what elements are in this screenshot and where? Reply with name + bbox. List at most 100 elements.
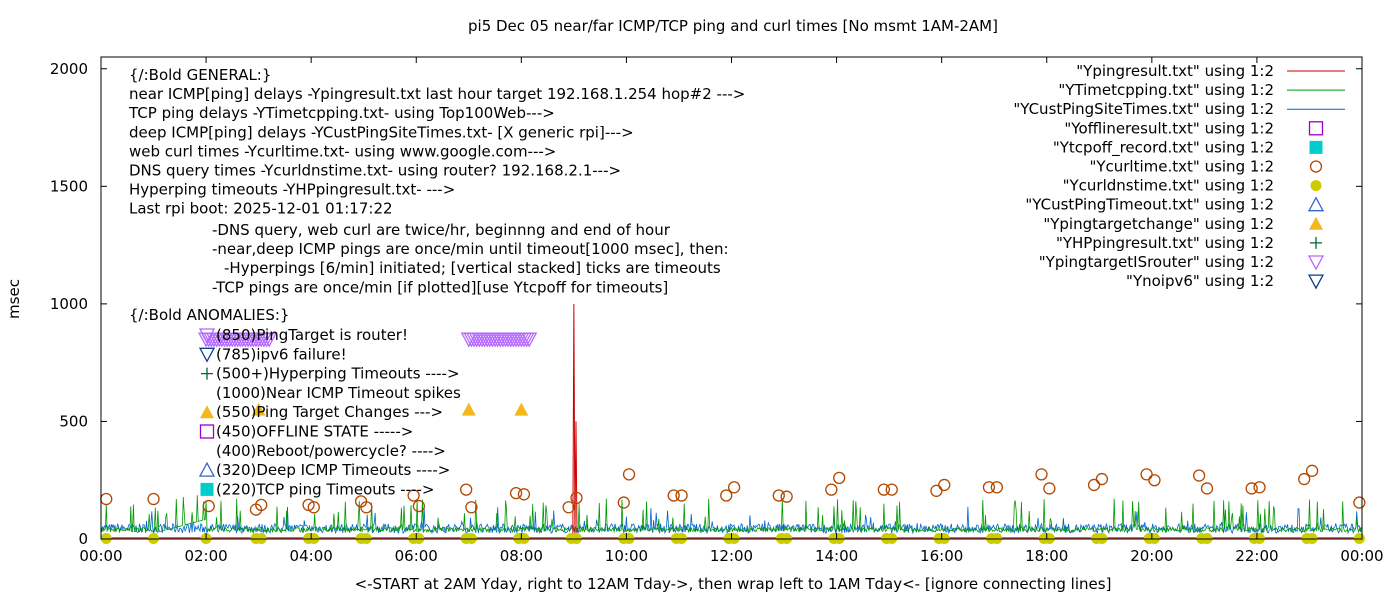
data-point-open-circle-33 <box>1035 468 1048 481</box>
x-tick-label: 02:00 <box>184 547 227 565</box>
anomaly-symbol <box>200 405 214 419</box>
data-point-open-circle-43 <box>1298 472 1311 486</box>
data-point-open-circle-9 <box>407 489 420 502</box>
data-point-open-circle-4 <box>255 498 268 512</box>
data-point-open-circle-28 <box>885 483 898 496</box>
data-point-open-circle-19 <box>667 489 680 502</box>
data-point-open-circle-24 <box>780 490 793 503</box>
detail-note: -TCP pings are once/min [if plotted][use… <box>212 278 668 296</box>
data-point-open-circle-29 <box>930 484 943 497</box>
legend: "Ypingresult.txt" using 1:2"YTimetcpping… <box>1013 62 1345 290</box>
data-point-open-circle-22 <box>727 481 741 494</box>
data-point-open-circle-13 <box>509 487 523 500</box>
legend-entry-label: "Ypingresult.txt" using 1:2 <box>1076 62 1274 80</box>
data-point-open-circle-23 <box>772 489 785 502</box>
legend-entry-label: "Ycurldnstime.txt" using 1:2 <box>1063 177 1274 195</box>
data-point-open-circle-0 <box>100 492 113 506</box>
data-point-open-circle-44 <box>1305 464 1319 477</box>
anomaly-note: (785)ipv6 failure! <box>216 345 347 363</box>
anomaly-note: (550)Ping Target Changes ---> <box>216 403 443 421</box>
x-axis-ticks: 00:00 02:00 04:00 06:00 08:00 10:00 12:00 14:00… <box>79 57 1384 565</box>
anomaly-note: (500+)Hyperping Timeouts ----> <box>216 365 460 383</box>
data-point-open-circle-20 <box>675 489 688 502</box>
general-note: deep ICMP[ping] delays -YCustPingSiteTim… <box>129 123 634 141</box>
detail-note: -near,deep ICMP pings are once/min until… <box>212 240 729 258</box>
general-note: Hyperping timeouts -YHPpingresult.txt- -… <box>129 181 455 199</box>
legend-entry-symbol <box>1309 160 1323 173</box>
legend-entry-symbol <box>1307 196 1325 212</box>
data-point-filled-triangle-up-1 <box>461 402 476 416</box>
legend-entry-label: "Ynoipv6" using 1:2 <box>1126 272 1274 290</box>
general-note: web curl times -Ycurltime.txt- using www… <box>129 142 556 160</box>
legend-entry-label: "Yofflineresult.txt" using 1:2 <box>1064 119 1274 137</box>
chart-title: pi5 Dec 05 near/far ICMP/TCP ping and cu… <box>468 17 998 35</box>
x-tick-label: 00:00 <box>79 547 122 565</box>
data-point-open-circle-1 <box>147 492 160 506</box>
anomaly-note: (450)OFFLINE STATE -----> <box>216 423 413 441</box>
detail-note: -DNS query, web curl are twice/hr, begin… <box>212 221 671 239</box>
anomaly-symbol <box>198 347 216 363</box>
x-tick-label: 22:00 <box>1235 547 1278 565</box>
data-point-open-circle-41 <box>1245 482 1258 495</box>
legend-entry-symbol <box>1308 121 1324 136</box>
x-tick-label: 16:00 <box>920 547 963 565</box>
legend-entry-label: "Ytcpoff_record.txt" using 1:2 <box>1053 138 1274 157</box>
general-note: Last rpi boot: 2025-12-01 01:17:22 <box>129 200 393 218</box>
annotations: {/:Bold GENERAL:}near ICMP[ping] delays … <box>128 66 745 498</box>
data-point-open-circle-34 <box>1043 482 1056 495</box>
y-tick-label: 1000 <box>50 295 88 313</box>
legend-entry-symbol <box>1309 140 1323 154</box>
data-point-open-circle-16 <box>570 491 583 505</box>
general-note: DNS query times -Ycurldnstime.txt- using… <box>129 162 621 180</box>
anomaly-note: (220)TCP ping Timeouts ----> <box>216 480 434 498</box>
legend-entry-label: "Ycurltime.txt" using 1:2 <box>1089 158 1274 176</box>
detail-note: -Hyperpings [6/min] initiated; [vertical… <box>224 259 721 277</box>
data-point-open-circle-45 <box>1353 496 1366 509</box>
data-point-open-circle-27 <box>877 483 891 496</box>
data-point-open-circle-35 <box>1087 478 1101 492</box>
data-point-open-circle-18 <box>622 468 636 481</box>
anomaly-note: (400)Reboot/powercycle? ----> <box>216 442 446 460</box>
legend-entry-symbol <box>1310 180 1322 192</box>
x-tick-label: 08:00 <box>500 547 543 565</box>
data-point-open-circle-31 <box>982 481 996 494</box>
y-axis-label: msec <box>5 279 23 319</box>
data-point-open-circle-11 <box>460 483 473 496</box>
data-point-open-circle-2 <box>202 499 215 513</box>
y-tick-label: 2000 <box>50 60 88 78</box>
x-tick-label: 14:00 <box>815 547 858 565</box>
anomaly-note: (850)PingTarget is router! <box>216 326 408 344</box>
data-point-filled-triangle-up-0 <box>251 402 266 416</box>
y-tick-label: 0 <box>78 530 88 548</box>
data-point-open-circle-39 <box>1192 469 1206 482</box>
legend-entry-label: "YCustPingTimeout.txt" using 1:2 <box>1025 196 1274 214</box>
anomaly-symbol <box>201 367 213 380</box>
data-point-open-circle-37 <box>1140 468 1153 481</box>
data-point-open-circle-25 <box>825 483 838 496</box>
legend-entry-label: "YHPpingresult.txt" using 1:2 <box>1056 234 1274 252</box>
data-point-open-circle-32 <box>990 481 1003 494</box>
series-line-ytimetcpping <box>100 495 1363 534</box>
x-tick-label: 06:00 <box>395 547 438 565</box>
x-tick-label: 04:00 <box>290 547 333 565</box>
legend-entry-symbol <box>1310 236 1322 249</box>
data-point-open-circle-38 <box>1148 474 1161 487</box>
x-tick-label: 10:00 <box>605 547 648 565</box>
legend-entry-symbol <box>1309 216 1323 230</box>
anomaly-note: (320)Deep ICMP Timeouts ----> <box>216 461 450 479</box>
y-tick-label: 500 <box>59 412 88 430</box>
data-point-open-circle-30 <box>938 478 951 492</box>
data-point-open-circle-15 <box>562 501 575 514</box>
x-axis-label: <-START at 2AM Yday, right to 12AM Tday-… <box>355 575 1112 593</box>
data-point-filled-triangle-up-2 <box>514 402 529 416</box>
anomaly-symbol <box>199 424 215 439</box>
x-tick-label: 12:00 <box>710 547 753 565</box>
y-tick-label: 1500 <box>50 177 88 195</box>
legend-entry-label: "Ypingtargetchange" using 1:2 <box>1043 215 1274 233</box>
general-note: near ICMP[ping] delays -Ypingresult.txt … <box>129 85 745 103</box>
legend-entry-label: "YTimetcpping.txt" using 1:2 <box>1058 81 1274 99</box>
x-tick-label: 20:00 <box>1130 547 1173 565</box>
data-point-open-circle-14 <box>517 488 531 501</box>
legend-entry-label: "YpingtargetISrouter" using 1:2 <box>1039 253 1274 271</box>
general-note: TCP ping delays -YTimetcpping.txt- using… <box>128 104 555 122</box>
